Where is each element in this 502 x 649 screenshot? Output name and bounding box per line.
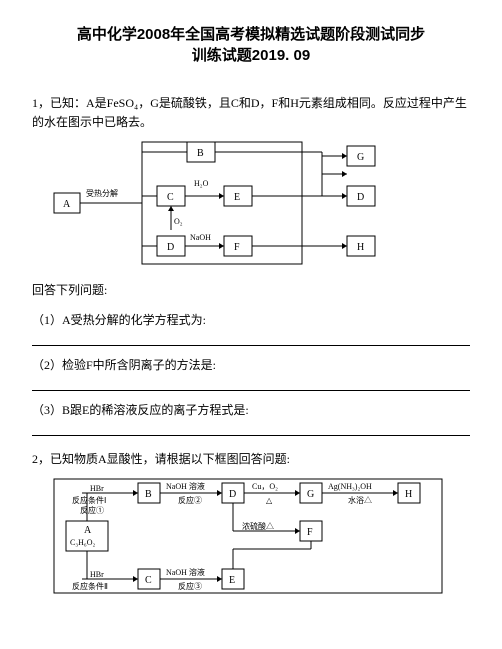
svg-text:反应①: 反应① <box>80 505 104 515</box>
q1-stem: 1，已知：A是FeSO₄，G是硫酸铁，且C和D，F和H元素组成相同。反应过程中产… <box>32 94 470 132</box>
svg-text:C: C <box>145 575 152 586</box>
svg-text:反应条件Ⅱ: 反应条件Ⅱ <box>72 581 108 591</box>
svg-text:Cu，O₂: Cu，O₂ <box>252 482 278 491</box>
svg-text:D: D <box>229 489 236 500</box>
svg-text:B: B <box>197 148 204 159</box>
svg-text:B: B <box>145 489 152 500</box>
svg-text:反应③: 反应③ <box>178 581 202 591</box>
svg-text:O₂: O₂ <box>174 217 183 226</box>
svg-text:E: E <box>234 192 240 203</box>
svg-text:Ag(NH₃)₂OH: Ag(NH₃)₂OH <box>328 482 372 491</box>
q1-svg: A 受热分解 B C H₂O E O₂ D NaOH <box>52 138 392 268</box>
title-line-2: 训练试题2019. 09 <box>192 47 310 64</box>
svg-text:F: F <box>234 242 240 253</box>
q1-s1: （1）A受热分解的化学方程式为: <box>32 311 470 330</box>
page-title: 高中化学2008年全国高考模拟精选试题阶段测试同步 训练试题2019. 09 <box>32 24 470 66</box>
blank-line <box>32 422 470 436</box>
blank-line <box>32 377 470 391</box>
svg-text:NaOH: NaOH <box>190 233 211 242</box>
svg-text:D: D <box>167 242 174 253</box>
svg-text:C: C <box>167 192 174 203</box>
svg-text:HBr: HBr <box>90 484 104 493</box>
svg-text:H₂O: H₂O <box>194 179 209 188</box>
q1-diagram: A 受热分解 B C H₂O E O₂ D NaOH <box>52 138 470 273</box>
svg-text:NaOH 溶液: NaOH 溶液 <box>166 567 205 577</box>
svg-text:H: H <box>405 489 412 500</box>
q1-s2: （2）检验F中所含阴离子的方法是: <box>32 356 470 375</box>
svg-text:F: F <box>307 527 313 538</box>
svg-text:反应条件Ⅰ: 反应条件Ⅰ <box>72 495 106 505</box>
q2-diagram: A C₃H₆O₂ HBr 反应条件Ⅰ 反应① B NaOH 溶液 反应② D C… <box>52 477 470 602</box>
svg-text:反应②: 反应② <box>178 495 202 505</box>
svg-text:D: D <box>357 192 364 203</box>
q1-s3: （3）B跟E的稀溶液反应的离子方程式是: <box>32 401 470 420</box>
svg-text:A: A <box>63 199 71 210</box>
q1-followup: 回答下列问题: <box>32 281 470 300</box>
svg-text:A: A <box>84 525 92 536</box>
title-line-1: 高中化学2008年全国高考模拟精选试题阶段测试同步 <box>77 26 425 43</box>
svg-text:NaOH 溶液: NaOH 溶液 <box>166 481 205 491</box>
q2-stem: 2，已知物质A显酸性，请根据以下框图回答问题: <box>32 450 470 469</box>
svg-text:G: G <box>357 152 364 163</box>
svg-text:浓硫酸△: 浓硫酸△ <box>242 521 274 531</box>
svg-text:HBr: HBr <box>90 570 104 579</box>
blank-line <box>32 332 470 346</box>
svg-text:受热分解: 受热分解 <box>86 188 118 198</box>
svg-text:E: E <box>229 575 235 586</box>
svg-text:H: H <box>357 242 364 253</box>
svg-text:C₃H₆O₂: C₃H₆O₂ <box>70 538 95 547</box>
q2-svg: A C₃H₆O₂ HBr 反应条件Ⅰ 反应① B NaOH 溶液 反应② D C… <box>52 477 452 597</box>
svg-text:△: △ <box>266 496 273 505</box>
svg-text:G: G <box>307 489 314 500</box>
svg-text:水浴△: 水浴△ <box>348 495 372 505</box>
